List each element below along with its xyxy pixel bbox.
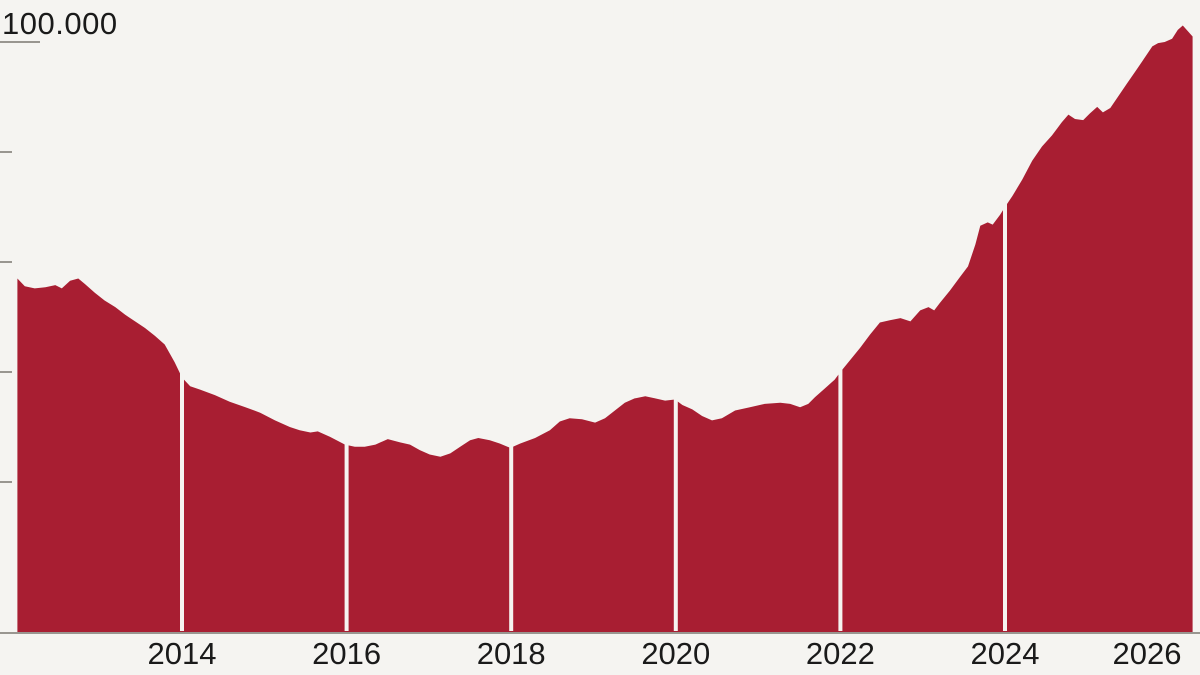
y-axis-tick xyxy=(0,261,12,263)
year-separator-line xyxy=(344,0,349,631)
x-axis-label: 2024 xyxy=(971,636,1040,671)
x-axis-label: 2016 xyxy=(312,636,381,671)
x-axis-label: 2014 xyxy=(148,636,217,671)
y-axis-top-label: 100.000 xyxy=(2,6,118,41)
year-separator-line xyxy=(838,0,843,631)
y-axis-tick xyxy=(0,371,12,373)
x-axis-label: 2018 xyxy=(477,636,546,671)
y-axis-top-tick xyxy=(0,41,40,43)
y-axis-tick xyxy=(0,151,12,153)
area-series xyxy=(17,25,1193,633)
x-axis-label: 2026 xyxy=(1113,636,1182,671)
year-separator-line xyxy=(180,0,184,631)
year-separator-line xyxy=(673,0,678,631)
x-axis-label: 2022 xyxy=(806,636,875,671)
y-axis-tick xyxy=(0,481,12,483)
x-axis-line xyxy=(0,632,1200,634)
year-separator-line xyxy=(509,0,514,631)
x-axis-label: 2020 xyxy=(641,636,710,671)
year-separator-line xyxy=(1003,0,1007,631)
